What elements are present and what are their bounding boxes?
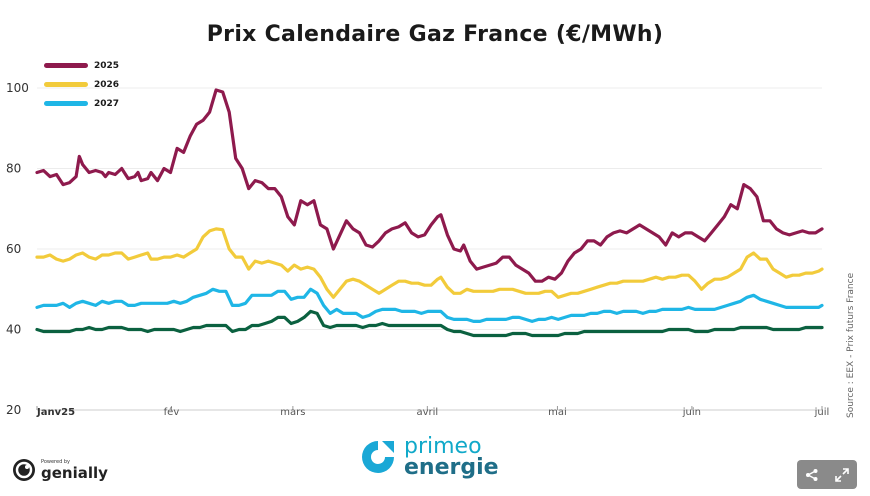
genially-badge[interactable]: Powered by genially [12, 458, 108, 482]
source-note: Source : EEX - Prix futurs France [846, 272, 856, 418]
legend-label-2026: 2026 [94, 79, 120, 90]
genially-label: genially [41, 464, 108, 482]
powered-by-label: Powered by [41, 459, 70, 465]
fullscreen-icon[interactable] [835, 467, 849, 482]
x-tick-label: avril [416, 407, 438, 418]
series-line-2026 [35, 227, 824, 299]
y-tick-label: 60 [6, 242, 21, 256]
series-line-2027 [35, 287, 824, 323]
legend-swatch-2026 [44, 82, 88, 87]
legend-item-2027: 2027 [44, 94, 119, 113]
x-tick-label: Janv25 [36, 407, 75, 418]
share-fullscreen-controls [797, 460, 857, 489]
series-line-2025 [35, 88, 824, 283]
share-icon[interactable] [805, 468, 819, 482]
x-tick-label: mars [280, 407, 305, 418]
brand-line-2: energie [404, 455, 499, 480]
primeo-energie-logo: primeo energie [358, 434, 499, 480]
x-tick-label: juil [814, 407, 830, 418]
genially-logo-icon [13, 459, 35, 481]
brand-line-1: primeo [404, 434, 482, 459]
legend-item-2025: 2025 [44, 56, 119, 75]
x-tick-label: fév [164, 406, 180, 418]
legend-item-2026: 2026 [44, 75, 119, 94]
x-tick-label: juin [682, 407, 701, 418]
primeo-logo-icon [362, 441, 394, 473]
y-tick-label: 80 [6, 162, 21, 176]
legend-swatch-2027 [44, 101, 88, 106]
chart-title: Prix Calendaire Gaz France (€/MWh) [206, 22, 664, 47]
legend-label-2025: 2025 [94, 60, 120, 71]
y-tick-label: 100 [6, 81, 29, 95]
y-tick-label: 40 [6, 323, 21, 337]
legend-label-2027: 2027 [94, 98, 120, 109]
x-tick-label: mai [548, 407, 567, 418]
chart-legend: 2025 2026 2027 [44, 56, 119, 113]
legend-swatch-2025 [44, 63, 88, 68]
y-tick-label: 20 [6, 403, 21, 417]
series-line-series-4 [35, 309, 824, 338]
